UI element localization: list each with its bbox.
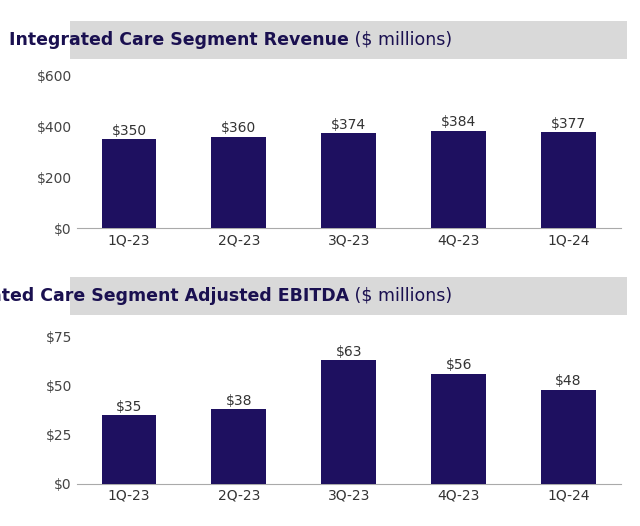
Bar	[541, 133, 596, 228]
Text: Integrated Care Segment Revenue: Integrated Care Segment Revenue	[9, 31, 349, 49]
Text: $35: $35	[116, 400, 142, 413]
Text: $374: $374	[332, 118, 366, 132]
Bar	[321, 360, 376, 484]
Text: $377: $377	[551, 117, 586, 131]
Text: $63: $63	[335, 345, 362, 359]
Text: ($ millions): ($ millions)	[349, 31, 452, 49]
Bar	[102, 415, 156, 484]
Text: ($ millions): ($ millions)	[349, 287, 452, 305]
Bar	[541, 390, 596, 484]
Bar	[211, 137, 266, 228]
Text: $360: $360	[221, 121, 257, 135]
Text: $56: $56	[445, 358, 472, 372]
Bar	[431, 374, 486, 484]
Text: Integrated Care Segment Adjusted EBITDA: Integrated Care Segment Adjusted EBITDA	[0, 287, 349, 305]
Text: $38: $38	[226, 393, 252, 408]
Text: $384: $384	[441, 115, 476, 129]
Text: $350: $350	[111, 124, 147, 138]
Bar	[321, 133, 376, 228]
Text: $48: $48	[556, 374, 582, 388]
Bar	[211, 409, 266, 484]
Bar	[431, 130, 486, 228]
Bar	[102, 139, 156, 228]
